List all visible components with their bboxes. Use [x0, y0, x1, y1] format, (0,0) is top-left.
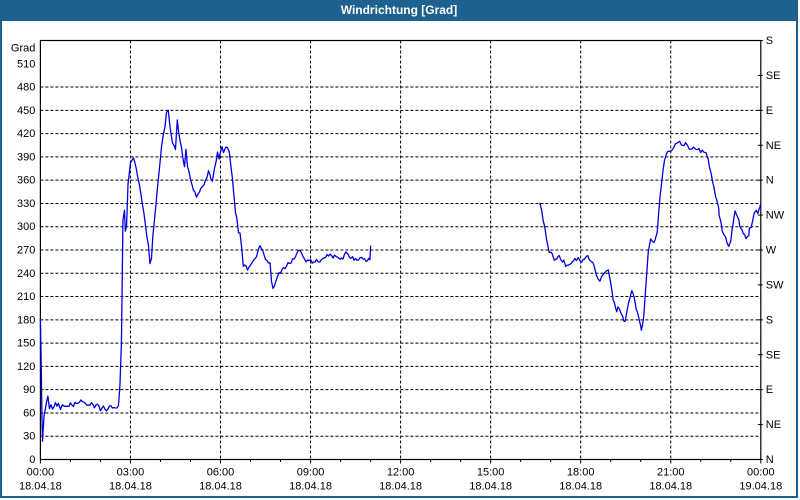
svg-text:300: 300 — [17, 221, 35, 233]
svg-text:18.04.18: 18.04.18 — [109, 481, 152, 493]
svg-text:420: 420 — [17, 128, 35, 140]
svg-text:18.04.18: 18.04.18 — [19, 481, 62, 493]
svg-text:12:00: 12:00 — [387, 467, 415, 479]
svg-text:30: 30 — [23, 431, 35, 443]
svg-text:480: 480 — [17, 82, 35, 94]
svg-text:270: 270 — [17, 245, 35, 257]
svg-text:510: 510 — [17, 58, 35, 70]
svg-text:NE: NE — [766, 140, 781, 152]
svg-text:18.04.18: 18.04.18 — [559, 481, 602, 493]
svg-text:390: 390 — [17, 151, 35, 163]
svg-text:SE: SE — [766, 349, 781, 361]
svg-text:18.04.18: 18.04.18 — [379, 481, 422, 493]
svg-text:N: N — [766, 454, 774, 466]
svg-text:19.04.18: 19.04.18 — [739, 481, 782, 493]
svg-text:60: 60 — [23, 407, 35, 419]
svg-text:S: S — [766, 35, 773, 47]
svg-text:0: 0 — [29, 454, 35, 466]
svg-text:S: S — [766, 314, 773, 326]
svg-text:450: 450 — [17, 105, 35, 117]
svg-text:SW: SW — [766, 279, 784, 291]
svg-text:90: 90 — [23, 384, 35, 396]
svg-text:00:00: 00:00 — [27, 467, 55, 479]
svg-text:09:00: 09:00 — [297, 467, 325, 479]
svg-text:SE: SE — [766, 70, 781, 82]
svg-text:00:00: 00:00 — [747, 467, 775, 479]
svg-text:180: 180 — [17, 314, 35, 326]
svg-text:Grad: Grad — [11, 42, 35, 54]
svg-text:E: E — [766, 384, 773, 396]
svg-text:03:00: 03:00 — [117, 467, 145, 479]
svg-text:360: 360 — [17, 175, 35, 187]
svg-text:NW: NW — [766, 210, 785, 222]
svg-text:NE: NE — [766, 419, 781, 431]
svg-text:18:00: 18:00 — [567, 467, 595, 479]
svg-text:E: E — [766, 105, 773, 117]
svg-text:W: W — [766, 245, 777, 257]
svg-text:06:00: 06:00 — [207, 467, 235, 479]
svg-text:N: N — [766, 175, 774, 187]
svg-text:330: 330 — [17, 198, 35, 210]
svg-text:18.04.18: 18.04.18 — [289, 481, 332, 493]
svg-text:21:00: 21:00 — [657, 467, 685, 479]
svg-text:15:00: 15:00 — [477, 467, 505, 479]
svg-text:18.04.18: 18.04.18 — [469, 481, 512, 493]
svg-text:240: 240 — [17, 268, 35, 280]
svg-text:18.04.18: 18.04.18 — [649, 481, 692, 493]
svg-text:150: 150 — [17, 338, 35, 350]
svg-text:210: 210 — [17, 291, 35, 303]
svg-text:18.04.18: 18.04.18 — [199, 481, 242, 493]
svg-text:120: 120 — [17, 361, 35, 373]
